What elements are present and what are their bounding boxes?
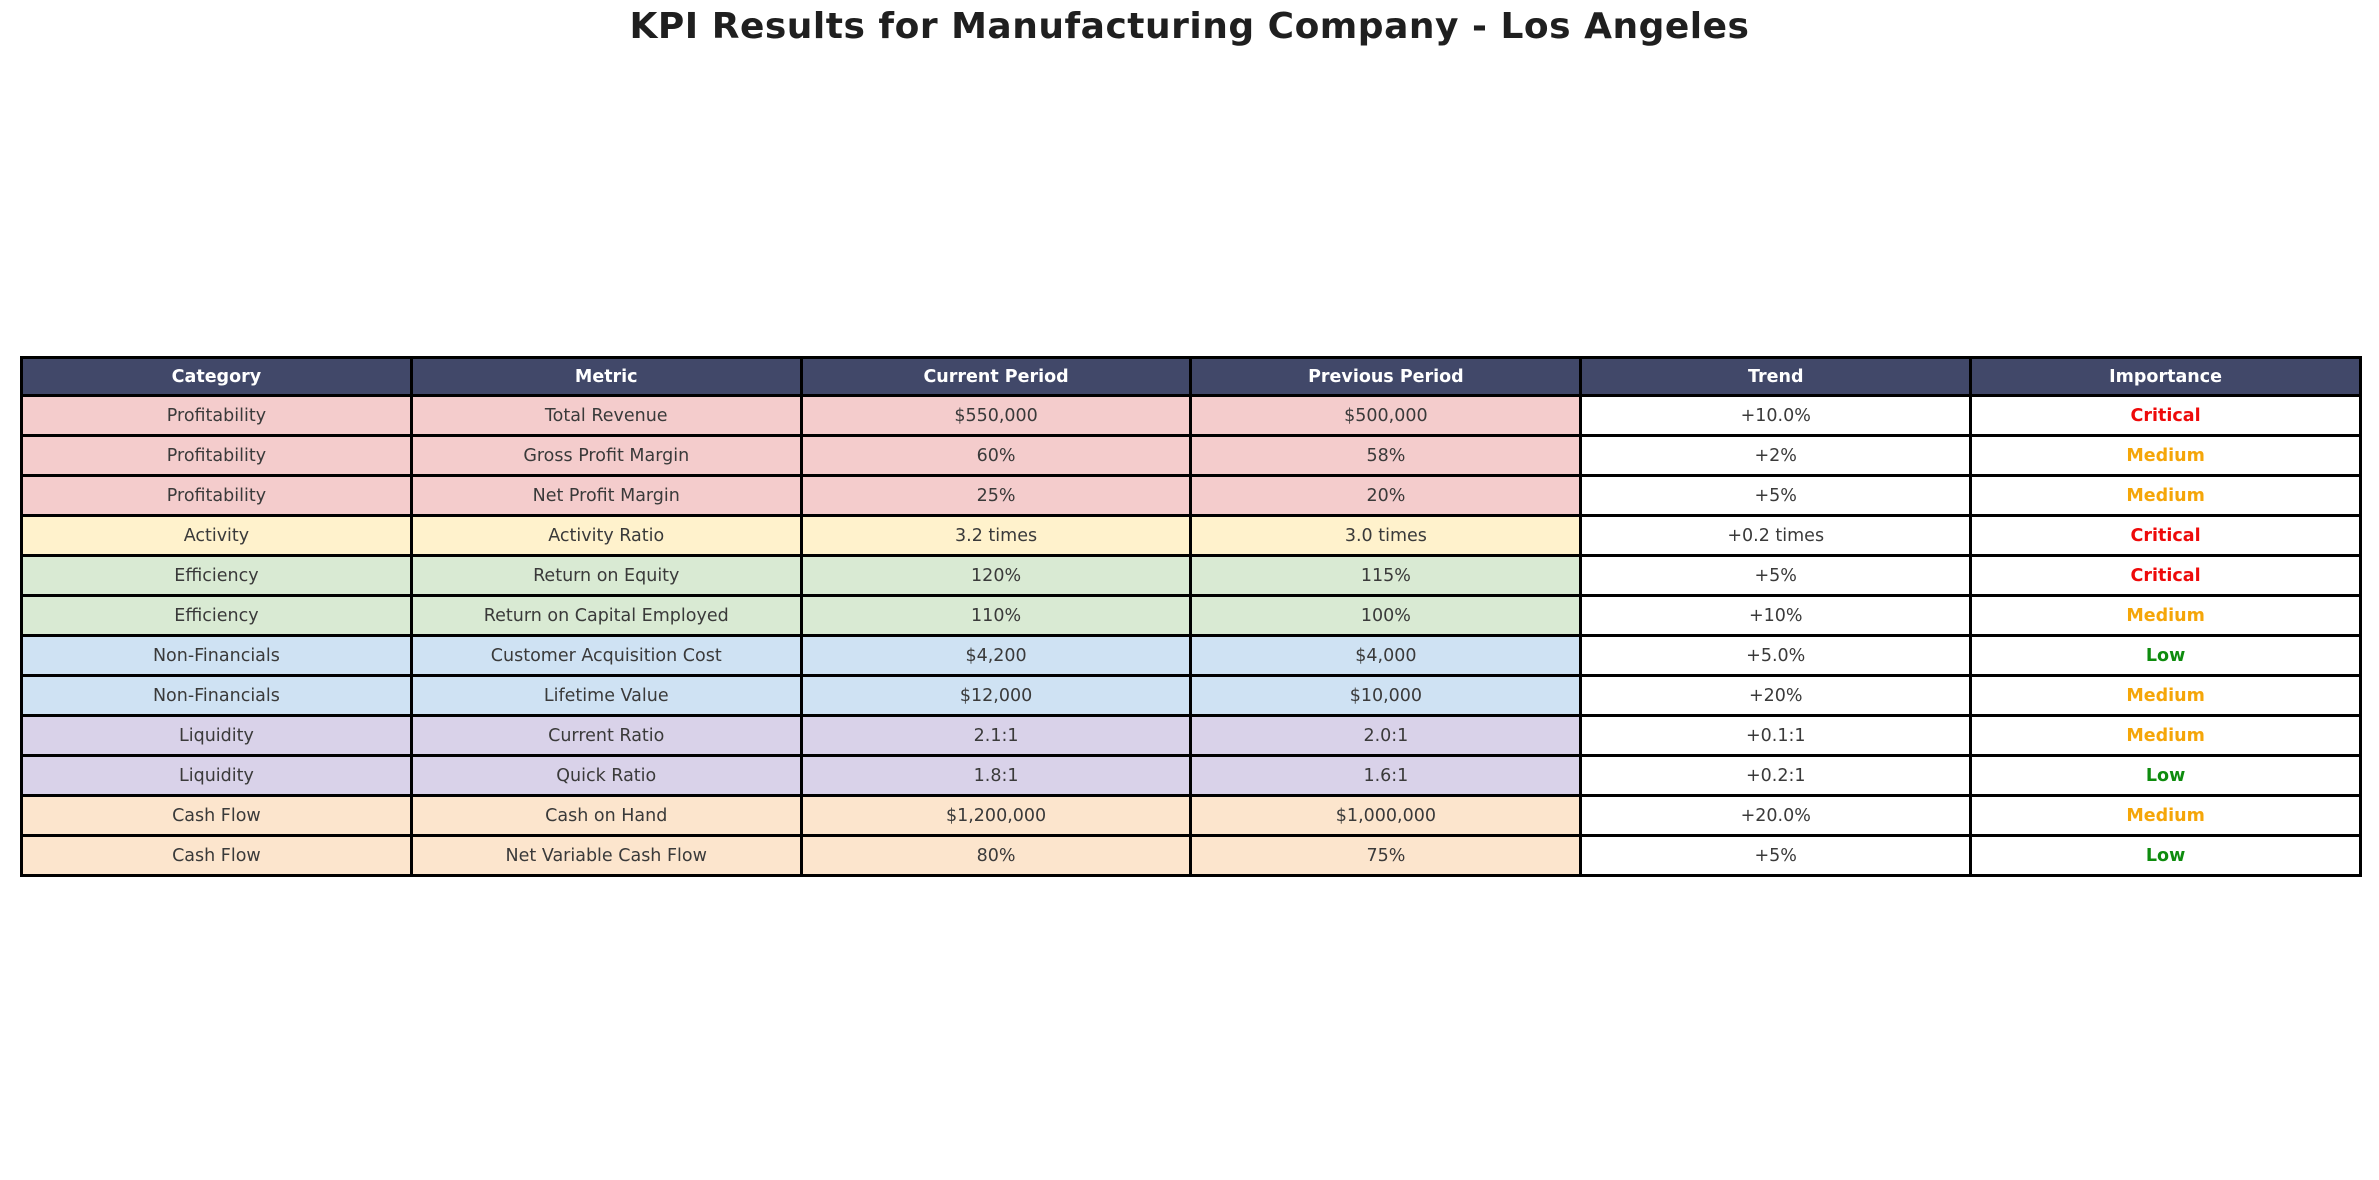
table-row: Cash Flow Net Variable Cash Flow 80% 75%… (20, 834, 2362, 877)
current-period-cell: 2.1:1 (799, 714, 1193, 757)
table-row: Liquidity Current Ratio 2.1:1 2.0:1 +0.1… (20, 714, 2362, 757)
category-cell: Cash Flow (20, 794, 413, 837)
current-period-cell: $4,200 (799, 634, 1193, 677)
importance-cell: Low (1969, 634, 2362, 677)
table-row: Profitability Net Profit Margin 25% 20% … (20, 474, 2362, 517)
table-row: Profitability Gross Profit Margin 60% 58… (20, 434, 2362, 477)
previous-period-cell: 100% (1189, 594, 1583, 637)
table-row: Cash Flow Cash on Hand $1,200,000 $1,000… (20, 794, 2362, 837)
category-cell: Non-Financials (20, 674, 413, 717)
kpi-table: Category Metric Current Period Previous … (20, 356, 2362, 877)
category-cell: Liquidity (20, 754, 413, 797)
importance-cell: Critical (1969, 554, 2362, 597)
table-row: Efficiency Return on Equity 120% 115% +5… (20, 554, 2362, 597)
current-period-cell: $1,200,000 (799, 794, 1193, 837)
metric-cell: Cash on Hand (409, 794, 803, 837)
previous-period-cell: 75% (1189, 834, 1583, 877)
page-title: KPI Results for Manufacturing Company - … (629, 6, 1750, 47)
importance-cell: Critical (1969, 514, 2362, 557)
trend-cell: +5% (1579, 554, 1973, 597)
previous-period-cell: 2.0:1 (1189, 714, 1583, 757)
metric-cell: Customer Acquisition Cost (409, 634, 803, 677)
trend-cell: +2% (1579, 434, 1973, 477)
trend-cell: +20% (1579, 674, 1973, 717)
table-row: Non-Financials Lifetime Value $12,000 $1… (20, 674, 2362, 717)
table-row: Activity Activity Ratio 3.2 times 3.0 ti… (20, 514, 2362, 557)
metric-cell: Net Profit Margin (409, 474, 803, 517)
importance-cell: Low (1969, 754, 2362, 797)
category-cell: Liquidity (20, 714, 413, 757)
trend-cell: +10% (1579, 594, 1973, 637)
current-period-cell: 80% (799, 834, 1193, 877)
kpi-table-header: Category Metric Current Period Previous … (20, 356, 2362, 397)
trend-cell: +0.2 times (1579, 514, 1973, 557)
trend-cell: +10.0% (1579, 394, 1973, 437)
metric-cell: Gross Profit Margin (409, 434, 803, 477)
previous-period-cell: 1.6:1 (1189, 754, 1583, 797)
importance-cell: Medium (1969, 594, 2362, 637)
current-period-cell: $550,000 (799, 394, 1193, 437)
current-period-cell: 1.8:1 (799, 754, 1193, 797)
column-header-metric: Metric (409, 356, 803, 397)
metric-cell: Net Variable Cash Flow (409, 834, 803, 877)
table-row: Efficiency Return on Capital Employed 11… (20, 594, 2362, 637)
column-header-trend: Trend (1579, 356, 1973, 397)
metric-cell: Lifetime Value (409, 674, 803, 717)
category-cell: Activity (20, 514, 413, 557)
previous-period-cell: $10,000 (1189, 674, 1583, 717)
importance-cell: Critical (1969, 394, 2362, 437)
previous-period-cell: $500,000 (1189, 394, 1583, 437)
trend-cell: +5% (1579, 834, 1973, 877)
trend-cell: +20.0% (1579, 794, 1973, 837)
previous-period-cell: $1,000,000 (1189, 794, 1583, 837)
trend-cell: +5% (1579, 474, 1973, 517)
metric-cell: Return on Capital Employed (409, 594, 803, 637)
trend-cell: +5.0% (1579, 634, 1973, 677)
table-row: Non-Financials Customer Acquisition Cost… (20, 634, 2362, 677)
importance-cell: Medium (1969, 674, 2362, 717)
category-cell: Efficiency (20, 554, 413, 597)
importance-cell: Medium (1969, 474, 2362, 517)
current-period-cell: 110% (799, 594, 1193, 637)
current-period-cell: 120% (799, 554, 1193, 597)
metric-cell: Total Revenue (409, 394, 803, 437)
category-cell: Profitability (20, 394, 413, 437)
previous-period-cell: 115% (1189, 554, 1583, 597)
importance-cell: Medium (1969, 714, 2362, 757)
kpi-table-body: Profitability Total Revenue $550,000 $50… (20, 394, 2362, 877)
importance-cell: Medium (1969, 794, 2362, 837)
current-period-cell: $12,000 (799, 674, 1193, 717)
metric-cell: Quick Ratio (409, 754, 803, 797)
column-header-current-period: Current Period (799, 356, 1193, 397)
importance-cell: Low (1969, 834, 2362, 877)
metric-cell: Return on Equity (409, 554, 803, 597)
previous-period-cell: 3.0 times (1189, 514, 1583, 557)
previous-period-cell: $4,000 (1189, 634, 1583, 677)
category-cell: Efficiency (20, 594, 413, 637)
category-cell: Profitability (20, 474, 413, 517)
header-row: Category Metric Current Period Previous … (20, 356, 2362, 397)
current-period-cell: 60% (799, 434, 1193, 477)
trend-cell: +0.2:1 (1579, 754, 1973, 797)
column-header-category: Category (20, 356, 413, 397)
previous-period-cell: 20% (1189, 474, 1583, 517)
previous-period-cell: 58% (1189, 434, 1583, 477)
importance-cell: Medium (1969, 434, 2362, 477)
metric-cell: Current Ratio (409, 714, 803, 757)
metric-cell: Activity Ratio (409, 514, 803, 557)
column-header-importance: Importance (1969, 356, 2362, 397)
current-period-cell: 3.2 times (799, 514, 1193, 557)
column-header-previous-period: Previous Period (1189, 356, 1583, 397)
category-cell: Cash Flow (20, 834, 413, 877)
table-row: Profitability Total Revenue $550,000 $50… (20, 394, 2362, 437)
table-row: Liquidity Quick Ratio 1.8:1 1.6:1 +0.2:1… (20, 754, 2362, 797)
category-cell: Profitability (20, 434, 413, 477)
current-period-cell: 25% (799, 474, 1193, 517)
trend-cell: +0.1:1 (1579, 714, 1973, 757)
category-cell: Non-Financials (20, 634, 413, 677)
